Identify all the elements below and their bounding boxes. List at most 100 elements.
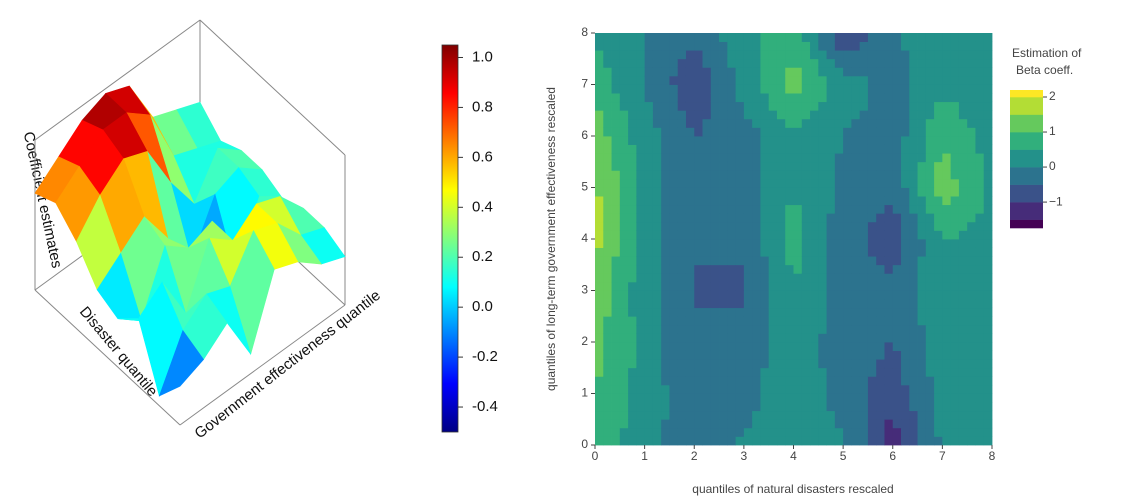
contour-cell [925,101,935,111]
contour-cell [677,93,687,103]
contour-cell [826,213,836,223]
contour-cell [776,178,786,188]
contour-cell [768,41,778,51]
contour-cell [661,384,670,394]
contour-cell [950,393,960,403]
contour-cell [884,213,894,223]
contour-cell [619,93,629,103]
contour-cell [851,333,861,343]
contour-cell [942,161,952,171]
contour-cell [776,187,786,197]
contour-cell [710,50,720,60]
contour-cell [677,376,687,386]
contour-cell [644,127,654,137]
contour-cell [685,41,695,51]
contour-cell [727,127,737,137]
contour-cell [619,204,629,214]
contour-cell [934,58,943,68]
contour-cell [892,221,902,231]
contour-cell [942,281,952,291]
contour-cell [867,324,877,334]
contour-cell [628,187,637,197]
contour-cell [652,324,662,334]
contour-cell [818,239,827,248]
contour-cell [702,264,712,274]
contour-cell [628,247,637,257]
contour-cell [818,324,827,334]
contour-cell [901,187,910,197]
contour-cell [859,161,869,171]
contour-cell [917,367,927,377]
contour-cell [760,170,770,180]
contour-cell [909,384,918,394]
contour-cell [661,144,670,154]
contour-cell [652,350,662,360]
contour-cell [595,402,604,412]
contour-cell [909,324,918,334]
contour-cell [685,161,695,171]
contour-cell [801,178,811,188]
contour-cell [859,359,869,369]
contour-cell [876,41,885,51]
contour-cell [826,67,836,77]
contour-cell [768,170,778,180]
contour-cell [934,333,943,343]
contour-cell [909,196,918,206]
contour-cell [925,410,935,420]
contour-cell [603,410,612,420]
contour-cell [743,213,753,223]
contour-cell [851,178,861,188]
contour-cell [702,299,712,309]
contour-cell [859,239,869,248]
contour-cell [901,316,910,326]
contour-cell [785,204,794,214]
contour-cell [967,101,976,111]
contour-cell [661,93,670,103]
contour-cell [735,101,745,111]
contour-cell [958,67,968,77]
contour-cell [752,204,761,214]
contour-cell [867,75,877,85]
contour-cell [793,67,803,77]
contour-cell [760,144,770,154]
contour-cell [901,281,910,291]
contour-cell [826,127,836,137]
contour-cell [619,427,629,437]
contour-cell [917,436,927,446]
contour-cell [942,239,952,248]
contour-cell [867,376,877,386]
contour-cell [958,359,968,369]
contour-cell [917,178,927,188]
contour-cell [661,247,670,257]
contour-cell [958,170,968,180]
contour-cell [859,299,869,309]
contour-cell [595,230,604,240]
contour-cell [851,50,861,60]
contour-cell [768,324,778,334]
contour-cell [677,230,687,240]
contour-cell [801,359,811,369]
contour-cell [603,324,612,334]
contour-cell [975,101,985,111]
contour-cell [768,127,778,137]
colorbar-tick-label: 0.4 [472,198,493,215]
contour-cell [876,367,885,377]
contour-cell [702,101,712,111]
contour-cell [752,427,761,437]
contour-cell [652,281,662,291]
contour-cell [669,376,679,386]
contour-cell [702,393,712,403]
contour-cell [859,290,869,300]
contour-cell [743,239,753,248]
contour-cell [801,410,811,420]
contour-cell [719,367,728,377]
contour-cell [619,299,629,309]
contour-cell [843,221,852,231]
contour-cell [967,239,976,248]
contour-cell [975,196,985,206]
contour-cell [818,118,827,128]
contour-cell [810,213,819,223]
contour-cell [942,333,952,343]
contour-cell [644,170,654,180]
